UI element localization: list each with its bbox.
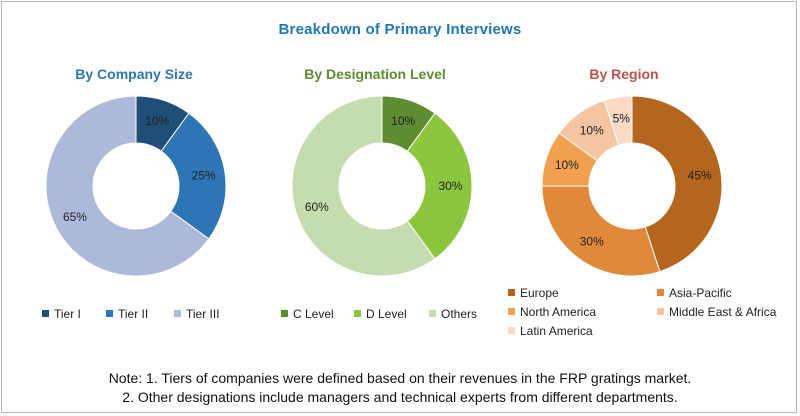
footnote-line-1: Note: 1. Tiers of companies were defined… <box>108 370 692 386</box>
slice-data-label: 30% <box>438 179 462 193</box>
donut-slice-tier-iii <box>45 95 210 277</box>
legend-swatch <box>508 308 515 315</box>
donut-slice-d-level <box>406 112 473 260</box>
donut-slice-asia-pacific <box>541 185 661 277</box>
footnote-line-2: 2. Other designations include managers a… <box>122 389 678 405</box>
legend-swatch <box>429 310 436 317</box>
slice-data-label: 10% <box>580 124 604 138</box>
subtitle-designation-level: By Designation Level <box>304 66 446 82</box>
legend-item-europe: Europe <box>508 286 559 300</box>
legend-item-others: Others <box>429 307 477 321</box>
donut-slice-europe <box>631 95 723 273</box>
slice-data-label: 25% <box>192 168 216 182</box>
legend-swatch <box>354 310 361 317</box>
legend-swatch <box>281 310 288 317</box>
legend-item-d-level: D Level <box>354 307 407 321</box>
legend-item-latin-america: Latin America <box>508 324 593 338</box>
legend-item-tier-2: Tier II <box>106 307 148 321</box>
legend-swatch <box>106 310 113 317</box>
legend-item-middle-east-africa: Middle East & Africa <box>657 305 776 319</box>
legend-swatch <box>42 310 49 317</box>
donut-slice-others <box>291 95 436 277</box>
legend-item-tier-3: Tier III <box>174 307 220 321</box>
slice-data-label: 10% <box>145 114 169 128</box>
subtitle-company-size: By Company Size <box>75 66 193 82</box>
legend-item-north-america: North America <box>508 305 596 319</box>
slice-data-label: 45% <box>688 168 712 182</box>
legend-swatch <box>174 310 181 317</box>
slice-data-label: 10% <box>555 158 579 172</box>
slice-data-label: 60% <box>305 200 329 214</box>
legend-swatch <box>508 289 515 296</box>
slice-data-label: 10% <box>391 114 415 128</box>
legend-item-tier-1: Tier I <box>42 307 81 321</box>
legend-swatch <box>508 327 515 334</box>
footnote: Note: 1. Tiers of companies were defined… <box>2 369 798 407</box>
donut-slice-tier-ii <box>160 112 227 240</box>
chart-title: Breakdown of Primary Interviews <box>278 21 522 38</box>
legend-item-asia-pacific: Asia-Pacific <box>657 286 732 300</box>
legend-swatch <box>657 289 664 296</box>
slice-data-label: 30% <box>580 234 604 248</box>
subtitle-region: By Region <box>589 66 659 82</box>
slice-data-label: 65% <box>63 210 87 224</box>
legend-swatch <box>657 308 664 315</box>
legend-item-c-level: C Level <box>281 307 334 321</box>
donut-slice-latin-america <box>603 95 633 146</box>
slice-data-label: 5% <box>613 111 631 125</box>
